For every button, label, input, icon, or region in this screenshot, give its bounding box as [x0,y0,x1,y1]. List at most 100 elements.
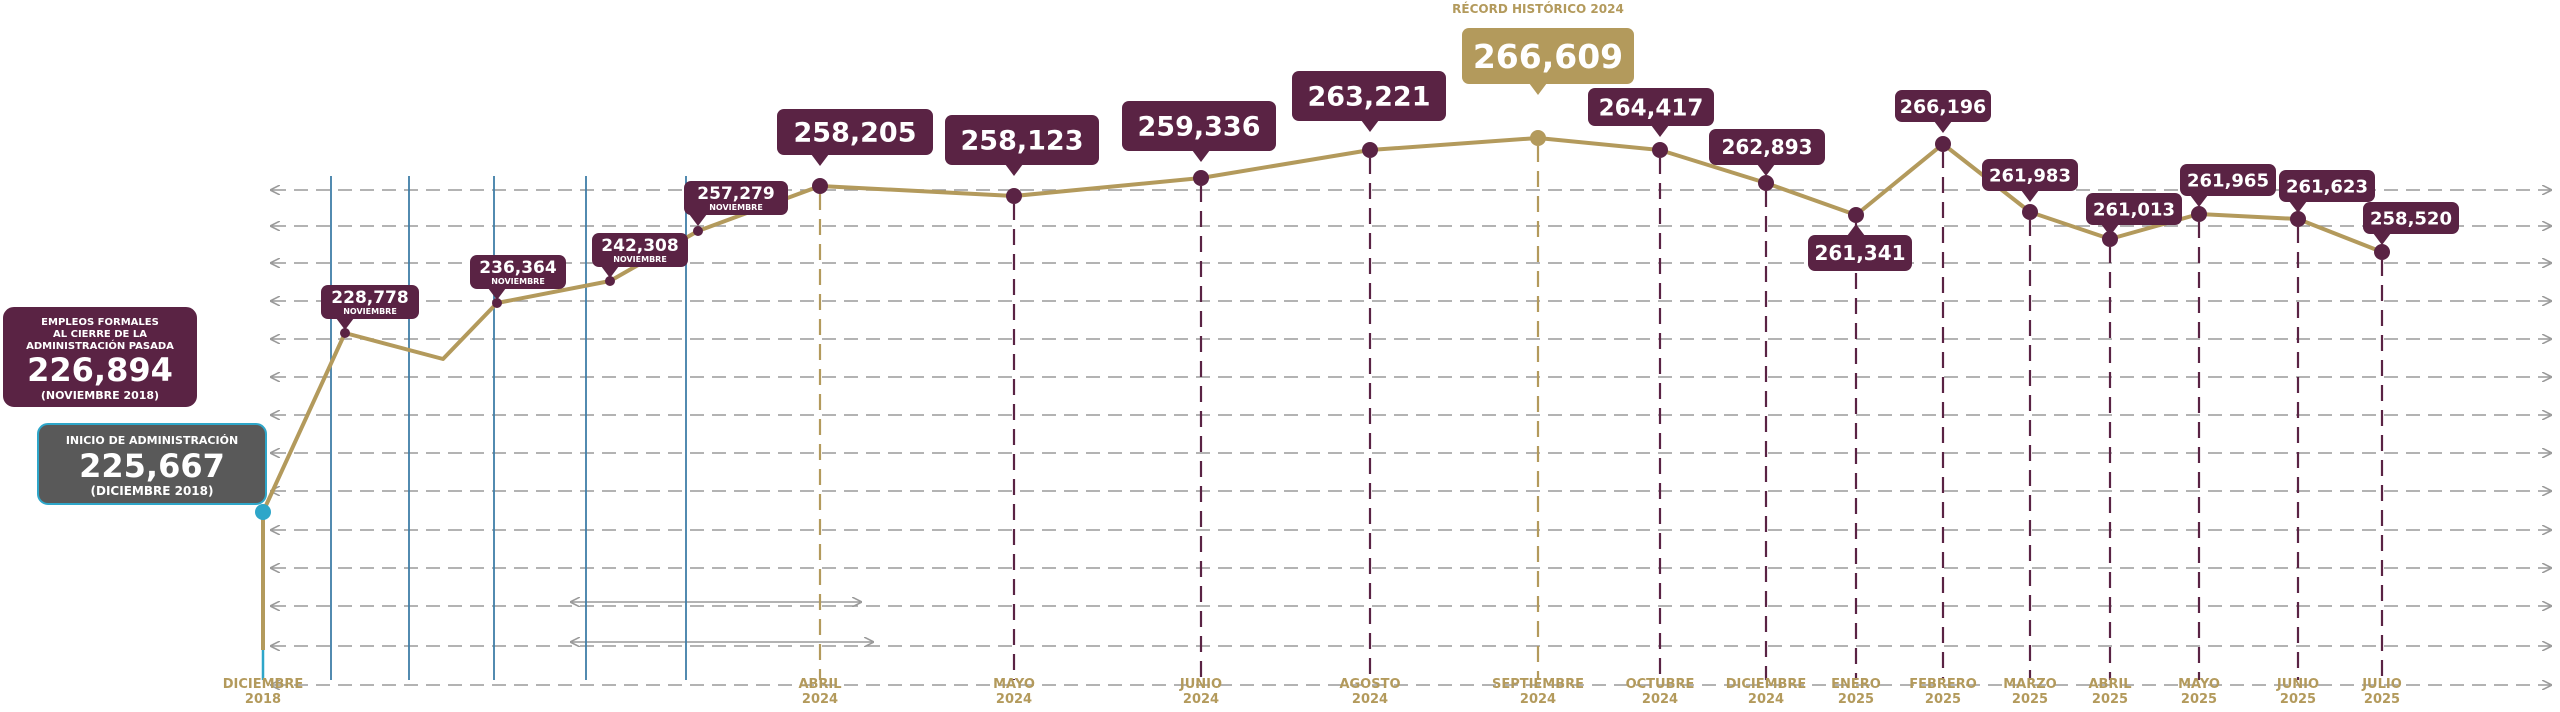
label-value: 261,623 [2286,176,2368,197]
data-point [340,328,350,338]
gridlines [272,190,2550,685]
x-tick-label: MARZO [2003,677,2057,692]
label-box [321,285,419,319]
label-pointer [2373,233,2391,245]
x-tick-year: 2025 [2364,692,2400,707]
label-sub: NOVIEMBRE [343,307,397,316]
label-value: 236,364 [479,258,557,278]
label-value: 242,308 [601,236,678,256]
label-value: 266,196 [1900,96,1987,118]
label-value: 257,279 [697,184,774,204]
data-point [2022,204,2038,220]
callouts: EMPLEOS FORMALES AL CIERRE DE LA ADMINIS… [1,1,1624,505]
x-tick-year: 2024 [996,692,1032,707]
label-pointer [1847,224,1865,236]
data-point [2374,244,2390,260]
label-box [2180,164,2276,196]
label-value: 258,205 [794,118,917,149]
start-admin-value: 225,667 [79,447,225,485]
prev-admin-callout: EMPLEOS FORMALES AL CIERRE DE LA ADMINIS… [1,305,199,409]
label-value: 261,341 [1814,241,1905,265]
record-caption: RÉCORD HISTÓRICO 2024 [1452,1,1624,16]
label-box [1709,129,1825,165]
label-box [1122,101,1276,151]
label-pointer [336,318,354,330]
label-box [684,181,788,215]
x-tick-label: ABRIL [798,677,841,692]
prev-admin-note: (NOVIEMBRE 2018) [41,389,159,402]
x-tick-label: SEPTIEMBRE [1492,677,1584,692]
data-point [2290,211,2306,227]
label-value: 261,983 [1989,165,2071,186]
data-point [812,178,828,194]
series-points [255,130,2390,520]
label-box [2279,170,2375,202]
data-point [1193,170,1209,186]
series-path [261,136,2383,513]
x-tick-label: AGOSTO [1339,677,1400,692]
label-box [945,115,1099,165]
label-pointer [811,154,829,166]
label-value: 261,965 [2187,170,2269,191]
label-box [2086,193,2182,225]
x-tick-label: JUNIO [2276,677,2319,692]
label-box [1982,159,2078,191]
label-pointer [1192,150,1210,162]
data-point [2191,206,2207,222]
prev-admin-line-1: EMPLEOS FORMALES [41,317,159,328]
start-admin-callout: INICIO DE ADMINISTRACIÓN 225,667 (DICIEM… [37,423,267,505]
series-line [261,136,2383,650]
label-pointer [1651,125,1669,137]
x-tick-year: 2018 [245,692,281,707]
start-admin-note: (DICIEMBRE 2018) [91,484,214,498]
x-tick-label: DICIEMBRE [223,677,304,692]
label-pointer [1361,120,1379,132]
label-box [1588,88,1714,126]
x-tick-year: 2024 [1642,692,1678,707]
x-tick-label: MAYO [993,677,1035,692]
label-pointer [1005,164,1023,176]
data-label-jun2025: 261,623 [2279,170,2375,213]
x-tick-label: MAYO [2178,677,2220,692]
label-value: 262,893 [1721,135,1812,159]
label-box [592,233,688,267]
x-axis-labels: DICIEMBRE2018ABRIL2024MAYO2024JUNIO2024A… [223,677,2402,707]
x-tick-year: 2024 [802,692,838,707]
data-point [693,226,703,236]
label-pointer [2101,224,2119,236]
data-point [1652,142,1668,158]
label-pointer [601,266,619,278]
data-label-jun2024: 259,336 [1122,101,1276,162]
x-tick-year: 2024 [1352,692,1388,707]
data-labels: 228,778NOVIEMBRE236,364NOVIEMBRE242,308N… [321,28,2459,330]
data-point [1362,142,1378,158]
data-label-sep2024: 266,609 [1462,28,1634,95]
start-admin-line: INICIO DE ADMINISTRACIÓN [66,434,238,447]
prev-admin-line-2: AL CIERRE DE LA [53,329,147,340]
label-pointer [488,288,506,300]
label-pointer [1757,164,1775,176]
data-point [1758,175,1774,191]
data-label-abr2025: 261,013 [2086,193,2182,236]
data-point [1848,207,1864,223]
data-point [1530,130,1546,146]
label-pointer [1934,121,1952,133]
x-tick-label: DICIEMBRE [1726,677,1807,692]
data-label-jul2025: 258,520 [2363,202,2459,245]
label-value: 261,013 [2093,199,2175,220]
label-box [1895,90,1991,122]
x-tick-year: 2025 [2092,692,2128,707]
label-box [1808,235,1912,271]
x-tick-label: ABRIL [2088,677,2131,692]
label-pointer [2190,195,2208,207]
label-value: 264,417 [1599,95,1704,121]
label-sub: NOVIEMBRE [709,203,763,212]
data-point [1006,188,1022,204]
x-tick-label: ENERO [1831,677,1881,692]
x-tick-year: 2025 [2280,692,2316,707]
label-box [1462,28,1634,84]
label-box [2363,202,2459,234]
x-tick-year: 2024 [1748,692,1784,707]
